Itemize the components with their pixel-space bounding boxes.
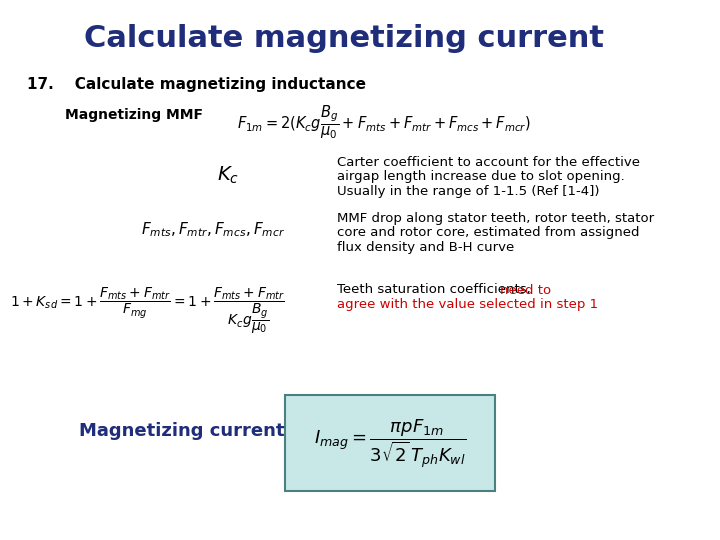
Text: Magnetizing MMF: Magnetizing MMF	[66, 108, 203, 122]
FancyBboxPatch shape	[285, 395, 495, 491]
Text: Teeth saturation coefficients,: Teeth saturation coefficients,	[337, 284, 535, 296]
Text: Usually in the range of 1-1.5 (Ref [1-4]): Usually in the range of 1-1.5 (Ref [1-4]…	[337, 185, 599, 198]
Text: airgap length increase due to slot opening.: airgap length increase due to slot openi…	[337, 170, 625, 183]
Text: agree with the value selected in step 1: agree with the value selected in step 1	[337, 298, 598, 311]
Text: $I_{mag} = \dfrac{\pi p F_{1m}}{3\sqrt{2}\, T_{ph} K_{wl}}$: $I_{mag} = \dfrac{\pi p F_{1m}}{3\sqrt{2…	[314, 417, 467, 470]
Text: $1 + K_{sd} = 1 + \dfrac{F_{mts} + F_{mtr}}{F_{mg}} = 1 + \dfrac{F_{mts} + F_{mt: $1 + K_{sd} = 1 + \dfrac{F_{mts} + F_{mt…	[10, 285, 285, 336]
Text: 17.    Calculate magnetizing inductance: 17. Calculate magnetizing inductance	[27, 77, 366, 92]
Text: Calculate magnetizing current: Calculate magnetizing current	[84, 24, 604, 53]
Text: MMF drop along stator teeth, rotor teeth, stator: MMF drop along stator teeth, rotor teeth…	[337, 212, 654, 225]
Text: $F_{1m} = 2(K_c g\dfrac{B_g}{\mu_0} + F_{mts} + F_{mtr} + F_{mcs} + F_{mcr})$: $F_{1m} = 2(K_c g\dfrac{B_g}{\mu_0} + F_…	[237, 104, 531, 141]
Text: flux density and B-H curve: flux density and B-H curve	[337, 241, 514, 254]
Text: core and rotor core, estimated from assigned: core and rotor core, estimated from assi…	[337, 226, 639, 239]
Text: Magnetizing current: Magnetizing current	[79, 422, 284, 440]
Text: $F_{mts}, F_{mtr}, F_{mcs}, F_{mcr}$: $F_{mts}, F_{mtr}, F_{mcs}, F_{mcr}$	[141, 220, 285, 239]
Text: Carter coefficient to account for the effective: Carter coefficient to account for the ef…	[337, 156, 640, 168]
Text: need to: need to	[500, 284, 552, 296]
Text: $K_c$: $K_c$	[217, 165, 238, 186]
